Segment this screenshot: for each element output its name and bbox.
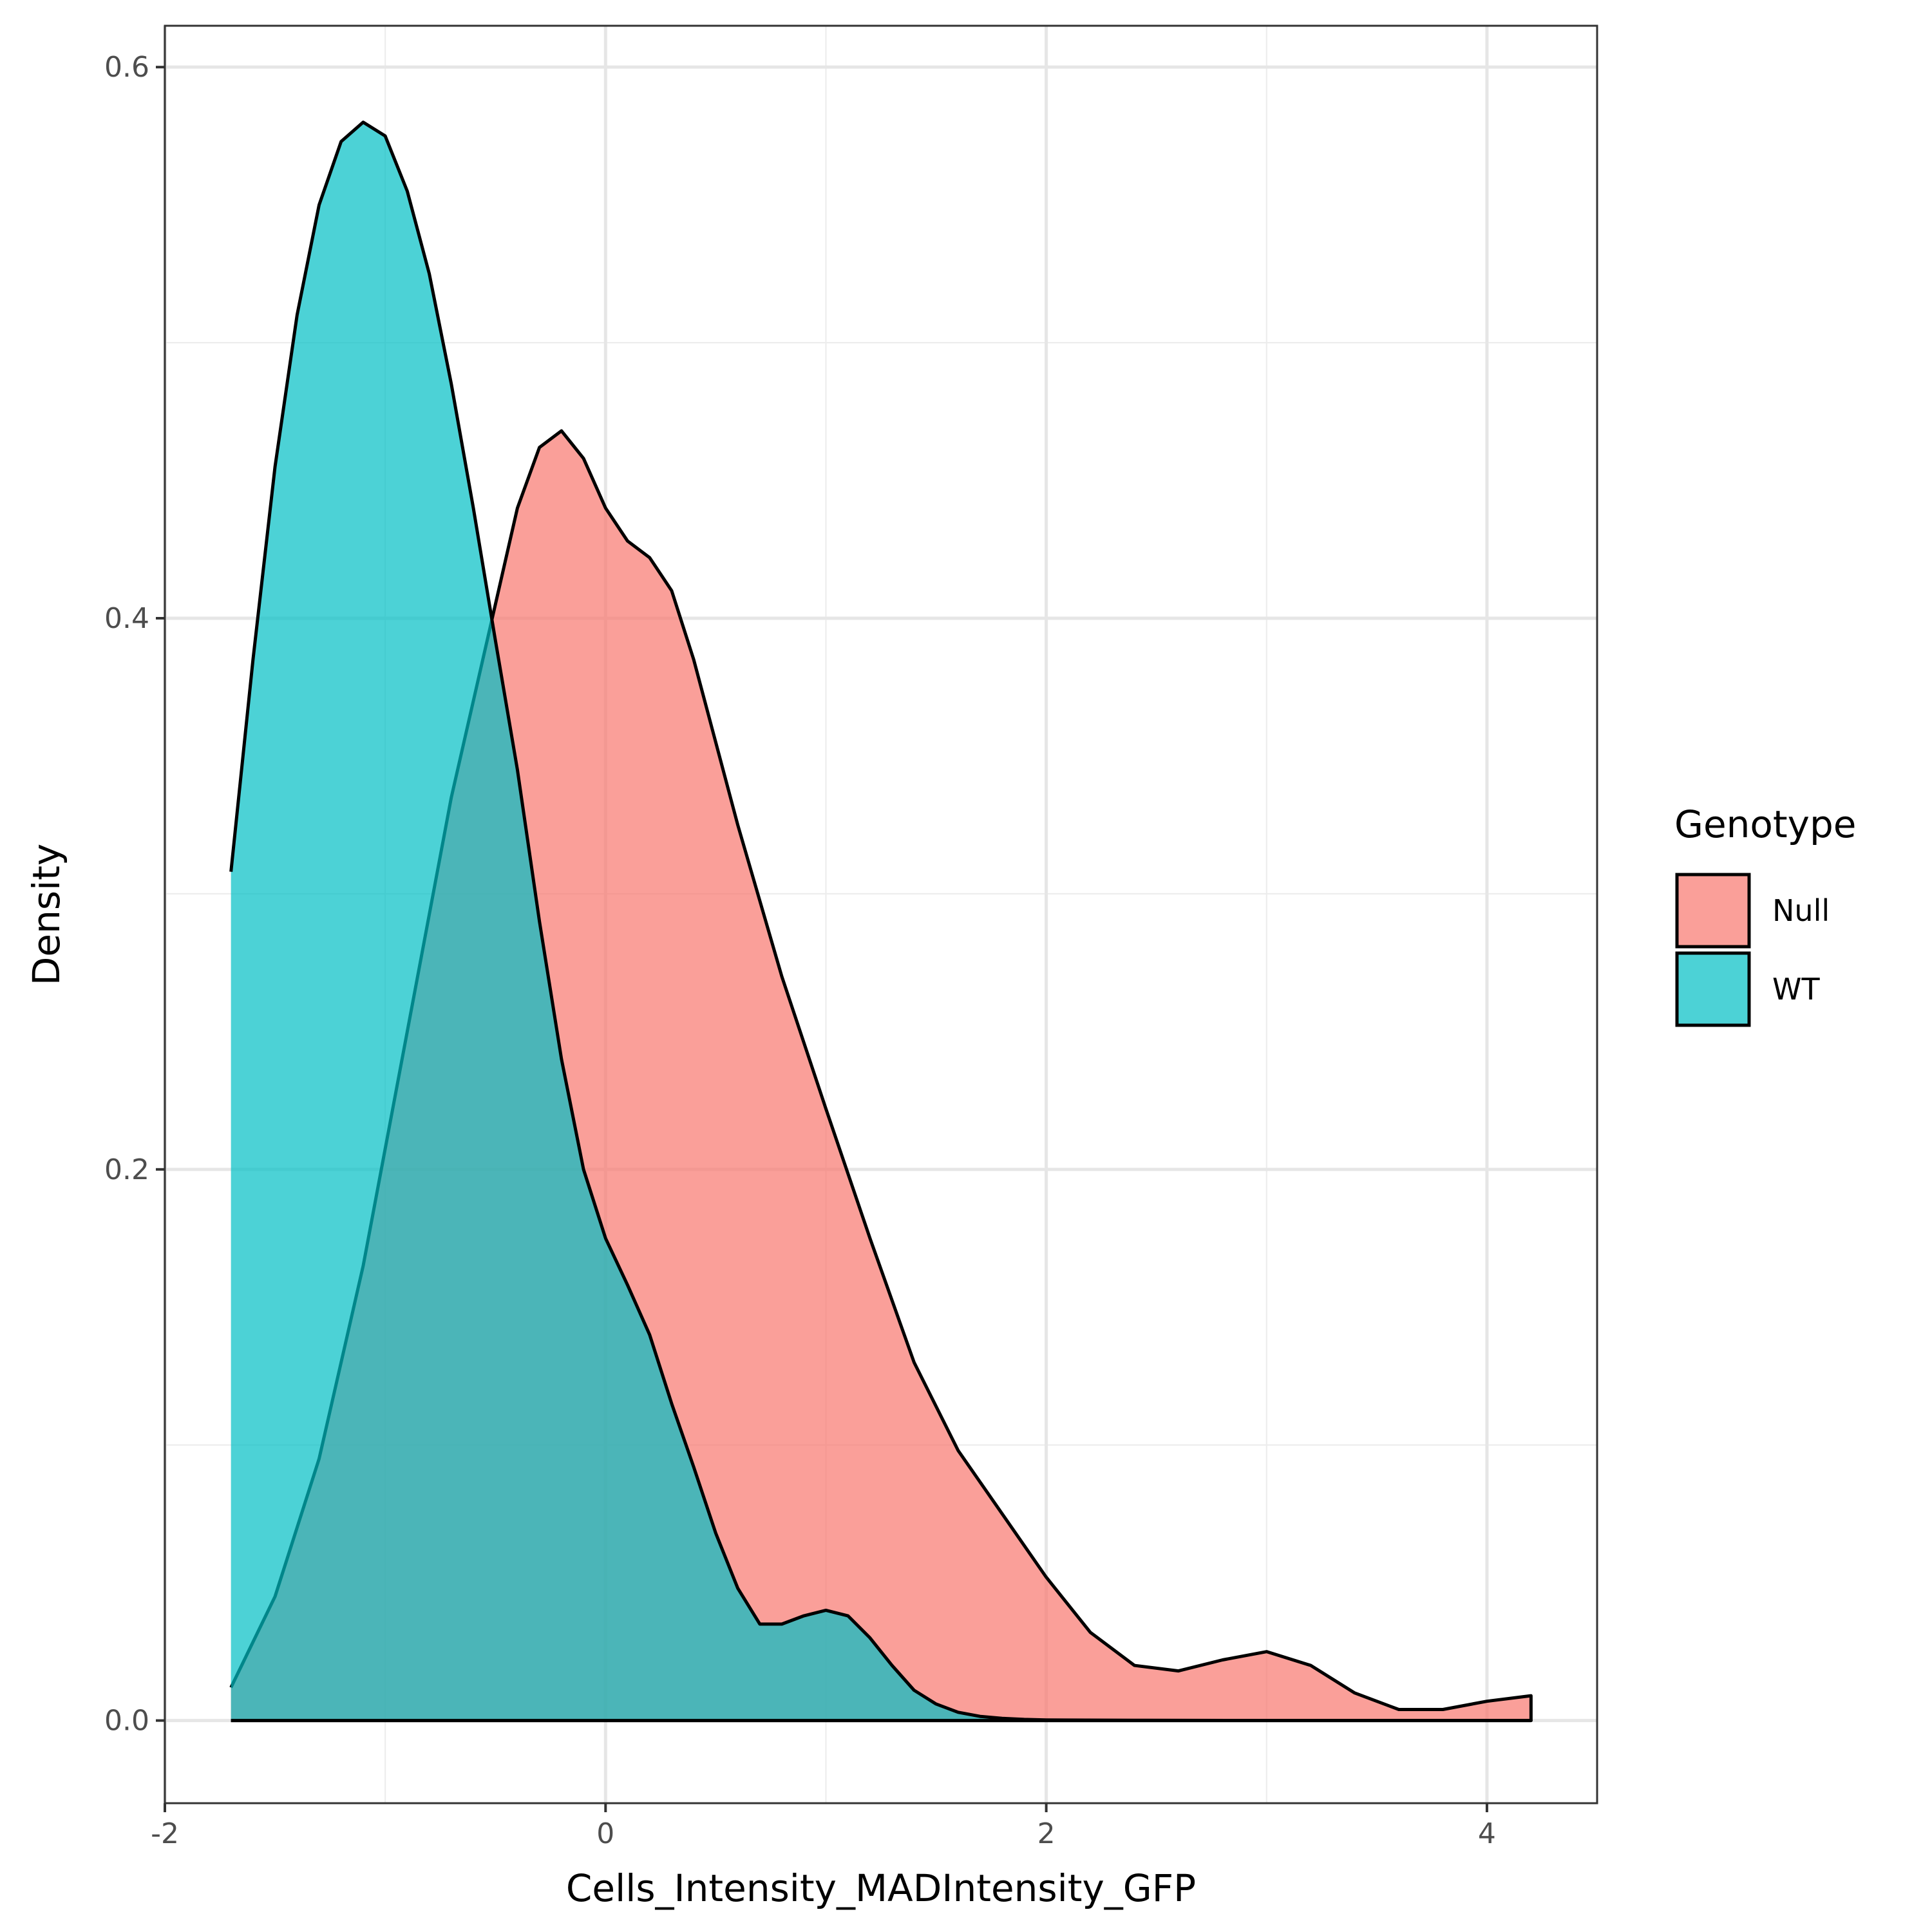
density-areas (229, 120, 1533, 1723)
x-tick-label: 4 (1478, 1817, 1496, 1850)
density-area-wt (231, 122, 1531, 1721)
legend-key-wt (1675, 951, 1751, 1027)
density-line-wt (229, 120, 1533, 1723)
y-axis-title: Density (24, 844, 68, 986)
y-tick-label: 0.6 (104, 51, 149, 84)
legend-items: Null WT (1675, 873, 1830, 1027)
legend-label-null: Null (1772, 893, 1830, 928)
y-tick-label: 0.2 (104, 1153, 149, 1186)
plot-panel (163, 24, 1598, 1804)
x-tick-label: -2 (151, 1817, 179, 1850)
legend-title: Genotype (1674, 802, 1856, 846)
y-tick-label: 0.0 (104, 1705, 149, 1738)
x-tick-label: 0 (596, 1817, 614, 1850)
x-tick-label: 2 (1037, 1817, 1056, 1850)
legend-key-null (1675, 873, 1751, 949)
legend: Genotype Null WT (1674, 802, 1856, 1027)
legend-label-wt: WT (1772, 972, 1820, 1007)
density-line-null (229, 429, 1533, 1723)
y-tick-label: 0.4 (104, 602, 149, 635)
x-axis-title: Cells_Intensity_MADIntensity_GFP (566, 1866, 1196, 1910)
panel-border (164, 24, 1598, 1804)
x-axis: -2 0 2 4 (151, 1803, 1496, 1850)
y-axis: 0.0 0.2 0.4 0.6 (104, 51, 165, 1738)
